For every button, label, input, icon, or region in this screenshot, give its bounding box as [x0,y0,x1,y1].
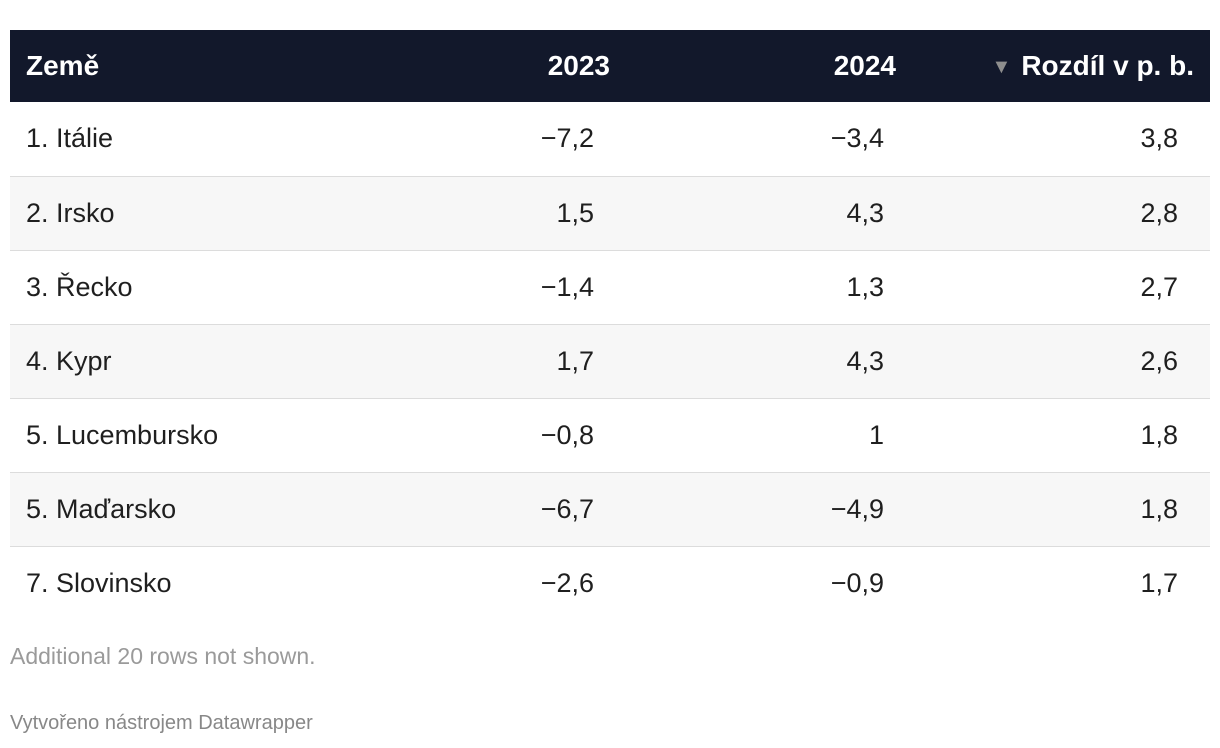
table-row: 7. Slovinsko −2,6 −0,9 1,7 [10,546,1210,620]
cell-2023: −7,2 [540,123,594,154]
cell-2023: −1,4 [540,271,594,302]
table-header-row: Země 2023 2024 ▼ Rozdíl v p. b. [10,30,1210,102]
cell-country: 3. Řecko [26,271,133,302]
cell-2023: −6,7 [540,493,594,524]
data-table-container: Země 2023 2024 ▼ Rozdíl v p. b. 1. Itálie… [10,30,1210,620]
cell-difference: 2,8 [1140,197,1178,228]
cell-difference: 1,8 [1140,419,1178,450]
table-row: 2. Irsko 1,5 4,3 2,8 [10,176,1210,250]
cell-2023: −2,6 [540,567,594,598]
table-row: 4. Kypr 1,7 4,3 2,6 [10,324,1210,398]
cell-country: 7. Slovinsko [26,567,172,598]
column-header-2024[interactable]: 2024 [610,30,900,102]
cell-country: 1. Itálie [26,123,114,154]
credit-line: Vytvořeno nástrojem Datawrapper [10,712,313,734]
cell-country: 2. Irsko [26,197,115,228]
cell-2024: 1 [868,419,884,450]
triangle-down-icon: ▼ [991,56,1012,78]
data-table: Země 2023 2024 ▼ Rozdíl v p. b. 1. Itálie… [10,30,1210,620]
cell-country: 4. Kypr [26,345,112,376]
cell-2023: −0,8 [540,419,594,450]
cell-country: 5. Lucembursko [26,419,219,450]
rows-hidden-note: Additional 20 rows not shown. [10,643,316,669]
cell-2024: −3,4 [830,123,884,154]
column-header-2023[interactable]: 2023 [404,30,610,102]
column-header-label: 2023 [547,50,610,81]
cell-2024: 1,3 [846,271,884,302]
cell-country: 5. Maďarsko [26,493,177,524]
cell-2024: −4,9 [830,493,884,524]
cell-difference: 3,8 [1140,123,1178,154]
table-row: 1. Itálie −7,2 −3,4 3,8 [10,102,1210,176]
column-header-difference[interactable]: ▼ Rozdíl v p. b. [900,30,1210,102]
table-row: 5. Maďarsko −6,7 −4,9 1,8 [10,472,1210,546]
cell-2024: −0,9 [830,567,884,598]
cell-2024: 4,3 [846,197,884,228]
column-header-country[interactable]: Země [10,30,404,102]
cell-2023: 1,5 [556,197,594,228]
column-header-label: Země [26,50,100,81]
cell-difference: 2,7 [1140,271,1178,302]
cell-2023: 1,7 [556,345,594,376]
column-header-label: 2024 [833,50,896,81]
column-header-label: Rozdíl v p. b. [1021,50,1194,81]
cell-difference: 1,7 [1140,567,1178,598]
table-row: 3. Řecko −1,4 1,3 2,7 [10,250,1210,324]
cell-difference: 2,6 [1140,345,1178,376]
table-row: 5. Lucembursko −0,8 1 1,8 [10,398,1210,472]
cell-2024: 4,3 [846,345,884,376]
cell-difference: 1,8 [1140,493,1178,524]
